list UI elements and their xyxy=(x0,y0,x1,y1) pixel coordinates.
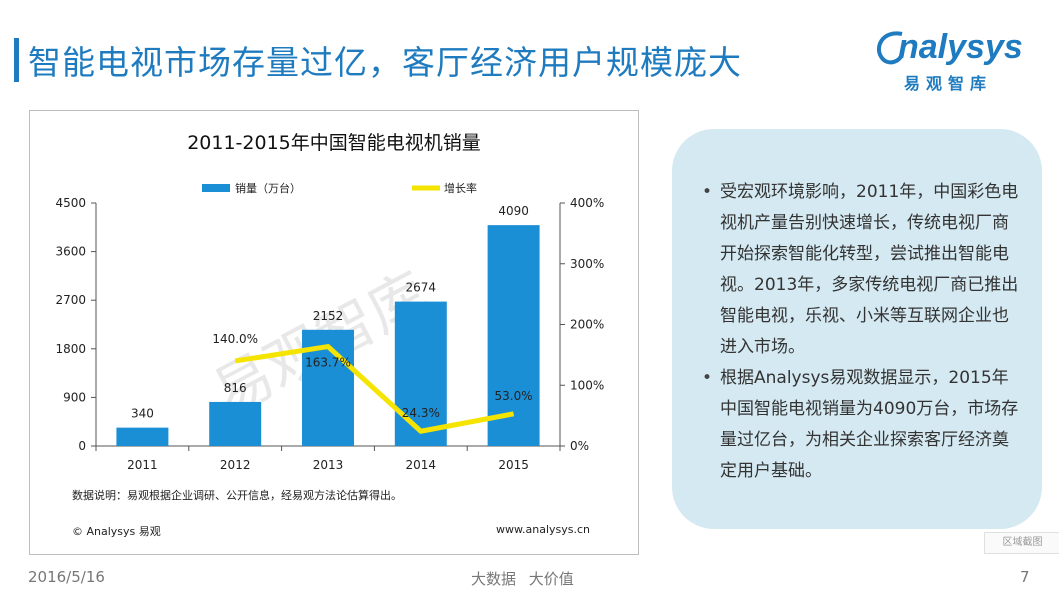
y-right-tick-label: 200% xyxy=(570,318,604,332)
x-tick-label: 2014 xyxy=(406,458,437,472)
bar-label: 4090 xyxy=(498,204,529,218)
x-tick-label: 2015 xyxy=(498,458,529,472)
info-bullet-list: • 受宏观环境影响，2011年，中国彩色电视机产量告别快速增长，传统电视厂商开始探… xyxy=(702,177,1022,487)
y-right-tick-label: 400% xyxy=(570,196,604,210)
info-bullet: • 受宏观环境影响，2011年，中国彩色电视机产量告别快速增长，传统电视厂商开始探… xyxy=(702,177,1022,363)
legend-bar-label: 销量（万台） xyxy=(235,181,301,195)
info-panel: • 受宏观环境影响，2011年，中国彩色电视机产量告别快速增长，传统电视厂商开始探… xyxy=(672,129,1042,529)
bullet-dot-icon: • xyxy=(702,182,713,202)
logo-swoosh-icon xyxy=(876,31,904,65)
chart-title: 2011-2015年中国智能电视机销量 xyxy=(187,132,481,154)
legend-line-label: 增长率 xyxy=(444,181,477,195)
growth-line xyxy=(234,344,515,434)
logo-wordmark: nalysys xyxy=(898,28,1023,66)
y-right-tick-label: 100% xyxy=(570,378,604,392)
x-tick-label: 2011 xyxy=(127,458,158,472)
growth-label: 24.3% xyxy=(402,406,440,420)
bar xyxy=(487,225,540,446)
sales-chart: 2011-2015年中国智能电视机销量易观智库销量（万台）增长率09001800… xyxy=(55,132,604,472)
legend-bar-swatch xyxy=(202,184,230,192)
bar xyxy=(116,427,169,446)
y-left-tick-label: 3600 xyxy=(55,245,86,259)
growth-label: 53.0% xyxy=(495,389,533,403)
y-left-tick-label: 0 xyxy=(78,439,86,453)
chart-note: 数据说明：易观根据企业调研、公开信息，经易观方法论估算得出。 xyxy=(72,489,402,502)
chart-frame: 2011-2015年中国智能电视机销量易观智库销量（万台）增长率09001800… xyxy=(29,110,639,555)
growth-label: 163.7% xyxy=(305,356,351,370)
bullet-dot-icon: • xyxy=(702,368,713,388)
growth-label: 140.0% xyxy=(212,332,258,346)
y-right-tick-label: 300% xyxy=(570,257,604,271)
x-tick-label: 2012 xyxy=(220,458,251,472)
info-bullet-text: 根据Analysys易观数据显示，2015年中国智能电视销量为4090万台，市场… xyxy=(720,368,1019,481)
page-number: 7 xyxy=(1020,568,1030,586)
title-accent-bar xyxy=(14,38,19,82)
y-left-tick-label: 900 xyxy=(63,390,86,404)
chart-source-url: www.analysys.cn xyxy=(496,523,590,536)
info-bullet-text: 受宏观环境影响，2011年，中国彩色电视机产量告别快速增长，传统电视厂商开始探索… xyxy=(720,182,1019,357)
logo-subtitle: 易观智库 xyxy=(904,74,993,93)
chart-copyright: © Analysys 易观 xyxy=(72,525,161,538)
bar-label: 816 xyxy=(224,381,247,395)
info-bullet: • 根据Analysys易观数据显示，2015年中国智能电视销量为4090万台，市… xyxy=(702,363,1022,487)
x-tick-label: 2013 xyxy=(313,458,344,472)
bar-label: 340 xyxy=(131,407,154,421)
slide-title: 智能电视市场存量过亿，客厅经济用户规模庞大 xyxy=(28,43,742,82)
bar-label: 2152 xyxy=(313,309,344,323)
y-right-tick-label: 0% xyxy=(570,439,589,453)
y-left-tick-label: 4500 xyxy=(55,196,86,210)
footer-date: 2016/5/16 xyxy=(28,568,105,586)
bar xyxy=(209,401,262,446)
bar-label: 2674 xyxy=(406,281,437,295)
y-left-tick-label: 1800 xyxy=(55,342,86,356)
analysys-logo: nalysys 易观智库 xyxy=(872,26,1032,96)
y-left-tick-label: 2700 xyxy=(55,293,86,307)
screenshot-tag: 区域截图 xyxy=(984,532,1059,554)
bar xyxy=(394,301,447,446)
footer-slogan: 大数据 大价值 xyxy=(471,570,574,588)
